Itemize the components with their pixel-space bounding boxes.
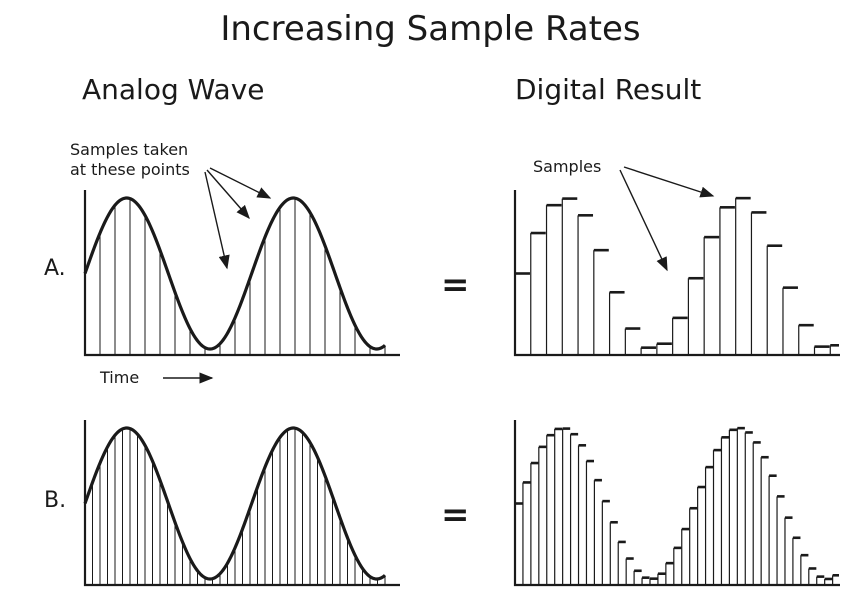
time-label: Time bbox=[100, 368, 140, 387]
row-b-label: B. bbox=[44, 488, 67, 513]
annotation-arrow bbox=[623, 166, 715, 198]
row-b-digital-axes bbox=[513, 420, 840, 587]
samples-label: Samples bbox=[533, 157, 602, 176]
digital-result-heading: Digital Result bbox=[515, 73, 702, 106]
row-a-equals-sign: = bbox=[441, 265, 470, 305]
annotation-arrow bbox=[619, 169, 668, 272]
samples-taken-label: Samples taken at these points bbox=[70, 140, 190, 180]
figure-title: Increasing Sample Rates bbox=[220, 9, 641, 49]
row-b-equals-sign: = bbox=[441, 495, 470, 535]
row-a-analog-wave bbox=[83, 196, 387, 351]
annotation-arrow bbox=[209, 167, 272, 199]
row-b-analog-wave bbox=[83, 426, 387, 581]
samples-taken-line-1: Samples taken bbox=[70, 140, 189, 159]
annotation-arrow bbox=[206, 169, 250, 220]
row-a-label: A. bbox=[44, 256, 66, 281]
row-a-analog-axes bbox=[83, 190, 400, 357]
row-a-digital-axes bbox=[513, 190, 840, 357]
analog-wave-heading: Analog Wave bbox=[82, 73, 265, 106]
annotation-arrow bbox=[204, 171, 230, 270]
samples-taken-line-2: at these points bbox=[70, 160, 190, 179]
